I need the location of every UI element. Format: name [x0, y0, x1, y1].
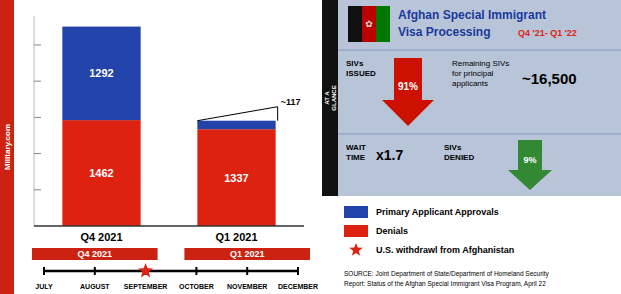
denied-label: SIVsDENIED	[444, 143, 474, 162]
glance-label-line: GLANCE	[331, 85, 337, 110]
flag-stripe	[348, 6, 362, 42]
wait-label-line: WAIT	[346, 143, 366, 152]
data-label: 1337	[224, 172, 248, 184]
flag-stripe	[362, 6, 376, 42]
x-axis-line	[34, 225, 304, 227]
legend-label: Denials	[376, 226, 408, 236]
bar-segment	[62, 120, 140, 226]
y-tick	[34, 81, 41, 82]
timeline-month: SEPTEMBER	[124, 283, 168, 290]
y-axis-line	[34, 16, 35, 226]
y-tick	[34, 153, 41, 154]
glance-label: AT AGLANCE	[324, 85, 337, 110]
bracket-line	[277, 107, 278, 121]
denied-arrow	[508, 140, 552, 190]
remaining-label-line: Remaining SIVs	[452, 59, 509, 68]
bracket-line	[197, 107, 277, 121]
bar-segment	[197, 129, 275, 226]
wait-value: x1.7	[376, 147, 403, 163]
x-tick-label: Q4 2021	[80, 231, 122, 243]
timeline-month: AUGUST	[80, 283, 110, 290]
bar-segment	[197, 121, 275, 129]
wait-label: WAITTIME	[346, 143, 366, 162]
timeline-line	[44, 270, 298, 273]
remaining-value: ~16,500	[522, 70, 577, 87]
denied-label-line: DENIED	[444, 153, 474, 162]
issued-arrow	[382, 58, 434, 126]
timeline-tick	[246, 267, 248, 275]
subtitle: Q4 '21- Q1 '22	[518, 28, 577, 38]
info-box	[338, 0, 621, 196]
flag-stripe	[376, 6, 390, 42]
sidebar	[0, 0, 14, 294]
legend-swatch	[344, 225, 368, 237]
wait-label-line: TIME	[346, 153, 366, 162]
denied-label-line: SIVs	[444, 143, 462, 152]
title-line: Visa Processing	[398, 25, 491, 39]
remaining-label-line: for principal	[452, 69, 494, 78]
divider	[338, 134, 621, 135]
title-line: Afghan Special Immigrant	[398, 8, 546, 22]
remaining-label: Remaining SIVsfor principalapplicants	[452, 59, 509, 88]
legend-star	[349, 243, 362, 256]
legend-swatch	[344, 206, 368, 218]
annotation: ~117	[281, 97, 301, 107]
timeline-month: OCTOBER	[179, 283, 214, 290]
flag-emblem: ✿	[365, 19, 373, 29]
timeline-tick	[94, 267, 96, 275]
timeline-month: DECEMBER	[278, 283, 318, 290]
issued-label: SIVsISSUED	[346, 59, 376, 78]
data-labels: 1462 1292 1337	[89, 67, 248, 183]
timeline-tick	[297, 267, 299, 275]
divider	[338, 50, 621, 51]
glance-strip	[322, 0, 338, 196]
y-tick	[34, 117, 41, 118]
denied-pct: 9%	[523, 155, 536, 165]
y-tick	[34, 44, 41, 45]
y-tick	[34, 189, 41, 190]
issued-label-line: ISSUED	[346, 69, 376, 78]
source-text: SOURCE: Joint Department of State/Depart…	[344, 270, 550, 278]
timeline-tick	[195, 267, 197, 275]
remaining-label-line: applicants	[452, 79, 488, 88]
quarter-bar	[184, 248, 310, 260]
data-label: 1462	[89, 167, 113, 179]
issued-pct: 91%	[398, 81, 418, 92]
issued-label-line: SIVs	[346, 59, 364, 68]
bars	[62, 27, 275, 226]
bar-segment	[62, 27, 140, 121]
background	[0, 0, 621, 294]
legend-label: Primary Applicant Approvals	[376, 207, 499, 217]
timeline-month: JULY	[35, 283, 53, 290]
timeline-month: NOVEMBER	[227, 283, 267, 290]
quarter-label: Q4 2021	[78, 249, 113, 259]
data-label: 1292	[89, 67, 113, 79]
legend-label: U.S. withdrawl from Afghanistan	[376, 245, 514, 255]
x-tick-label: Q1 2021	[215, 231, 257, 243]
sidebar-label: Military.com	[3, 124, 12, 170]
timeline-tick	[43, 267, 45, 275]
infographic: Military.com 1462 1292 1337 Q4 2021 Q1 2021 ~1…	[0, 0, 621, 294]
glance-label-line: AT A	[324, 91, 330, 105]
quarter-label: Q1 2021	[230, 249, 265, 259]
quarter-bar	[32, 248, 158, 260]
source-text: Report: Status of the Afghan Special Imm…	[344, 280, 546, 288]
withdrawal-star	[138, 263, 153, 277]
